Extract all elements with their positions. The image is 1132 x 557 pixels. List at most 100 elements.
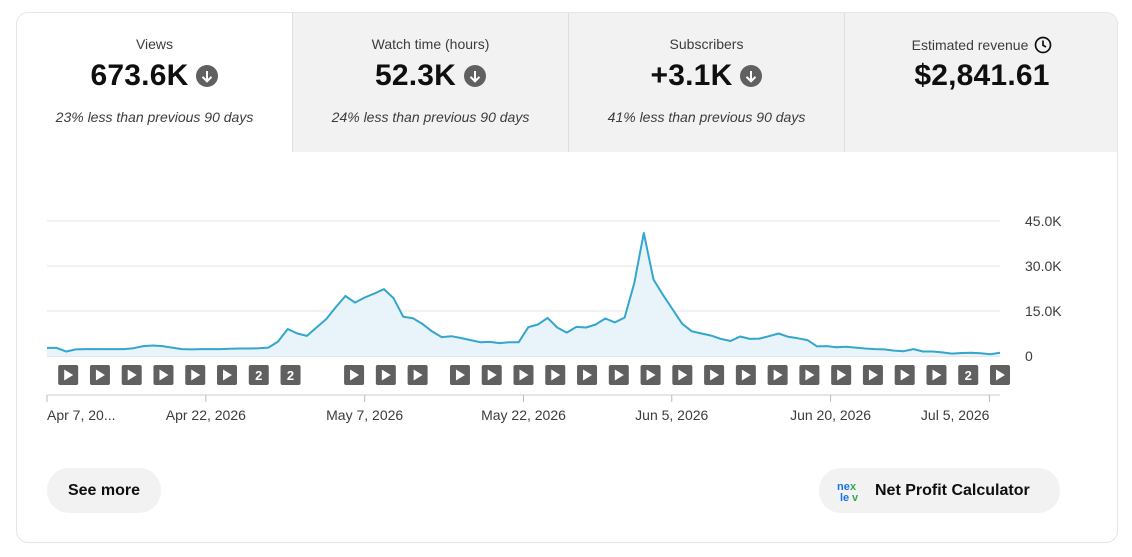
tab-views[interactable]: Views 673.6K 23% less than previous 90 d… <box>17 13 292 152</box>
play-icon <box>191 369 201 381</box>
tab-estimated-revenue[interactable]: Estimated revenue $2,841.61 <box>844 13 1117 152</box>
nexlev-logo-icon: ne x le v <box>837 479 865 504</box>
play-icon <box>381 369 391 381</box>
svg-text:v: v <box>852 492 859 503</box>
video-marker[interactable] <box>608 365 629 385</box>
svg-text:x: x <box>850 481 857 493</box>
play-icon <box>95 369 105 381</box>
marker-box <box>280 365 301 385</box>
video-count-marker[interactable]: 2 <box>248 365 269 385</box>
metric-subtitle: 23% less than previous 90 days <box>55 109 254 125</box>
marker-box <box>958 365 979 385</box>
marker-box <box>248 365 269 385</box>
video-marker[interactable] <box>577 365 598 385</box>
play-icon <box>741 369 751 381</box>
see-more-label: See more <box>67 481 141 499</box>
metric-value: +3.1K <box>569 59 844 93</box>
metric-title: Watch time (hours) <box>293 36 568 52</box>
video-marker[interactable] <box>672 365 693 385</box>
play-icon <box>646 369 656 381</box>
video-marker[interactable] <box>640 365 661 385</box>
svg-text:ne: ne <box>837 481 850 493</box>
metric-value-text: $2,841.61 <box>914 59 1050 92</box>
video-marker[interactable] <box>767 365 788 385</box>
video-marker[interactable] <box>735 365 756 385</box>
video-marker[interactable] <box>185 365 206 385</box>
video-marker[interactable] <box>121 365 142 385</box>
views-line <box>47 232 1001 356</box>
play-icon <box>350 369 360 381</box>
video-marker[interactable] <box>862 365 883 385</box>
metric-subtitle: 24% less than previous 90 days <box>331 109 530 125</box>
play-icon <box>710 369 720 381</box>
x-tick-label: May 7, 2026 <box>326 407 403 423</box>
play-icon <box>868 369 878 381</box>
video-marker[interactable] <box>831 365 852 385</box>
play-icon <box>127 369 137 381</box>
net-profit-calculator-button[interactable]: ne x le v Net Profit Calculator <box>819 468 1060 513</box>
metric-title-text: Subscribers <box>669 36 744 52</box>
metric-title: Views <box>17 36 292 52</box>
play-icon <box>805 369 815 381</box>
video-marker[interactable] <box>545 365 566 385</box>
play-icon <box>455 369 465 381</box>
svg-text:le: le <box>840 492 849 503</box>
video-count-marker[interactable]: 2 <box>280 365 301 385</box>
arrow-down-circle-icon <box>196 65 219 87</box>
video-marker[interactable] <box>407 365 428 385</box>
metric-value: 52.3K <box>293 59 568 93</box>
metric-title-text: Views <box>135 36 174 52</box>
video-count-marker[interactable]: 2 <box>958 365 979 385</box>
y-tick-label: 15.0K <box>1025 303 1062 319</box>
video-marker[interactable] <box>799 365 820 385</box>
net-profit-calculator-label: Net Profit Calculator <box>875 481 1030 499</box>
play-icon <box>551 369 561 381</box>
video-marker[interactable] <box>58 365 79 385</box>
video-marker[interactable] <box>481 365 502 385</box>
video-marker[interactable] <box>990 365 1010 385</box>
x-tick-label: Jul 5, 2026 <box>921 407 990 423</box>
y-tick-label: 0 <box>1025 348 1033 364</box>
play-icon <box>487 369 497 381</box>
metric-title: Estimated revenue <box>845 36 1117 54</box>
views-chart: 45.0K 30.0K 15.0K 0 2 2 2 Apr 7, 20... Apr 22, 2… <box>46 213 1062 423</box>
x-tick-label: Apr 22, 2026 <box>166 407 246 423</box>
play-icon <box>519 369 529 381</box>
video-marker[interactable] <box>449 365 470 385</box>
x-tick-label: May 22, 2026 <box>481 407 566 423</box>
analytics-card: Views 673.6K 23% less than previous 90 d… <box>16 12 1118 543</box>
marker-count-label: 2 <box>965 368 972 383</box>
play-icon <box>996 369 1005 381</box>
video-marker[interactable] <box>217 365 238 385</box>
arrow-down-circle-icon <box>740 65 763 87</box>
video-marker[interactable] <box>89 365 110 385</box>
marker-count-label: 2 <box>255 368 262 383</box>
play-icon <box>614 369 624 381</box>
play-icon <box>583 369 593 381</box>
y-tick-label: 45.0K <box>1025 213 1062 229</box>
metric-title: Subscribers <box>569 36 844 52</box>
play-icon <box>932 369 942 381</box>
marker-count-label: 2 <box>287 368 294 383</box>
metric-tabs: Views 673.6K 23% less than previous 90 d… <box>17 13 1117 152</box>
video-marker[interactable] <box>344 365 365 385</box>
video-marker[interactable] <box>926 365 947 385</box>
y-tick-label: 30.0K <box>1025 258 1062 274</box>
see-more-button[interactable]: See more <box>47 468 161 513</box>
play-icon <box>837 369 847 381</box>
tab-watch-time[interactable]: Watch time (hours) 52.3K 24% less than p… <box>292 13 568 152</box>
tab-subscribers[interactable]: Subscribers +3.1K 41% less than previous… <box>568 13 844 152</box>
play-icon <box>64 369 74 381</box>
clock-icon <box>1034 36 1052 54</box>
metric-value-text: +3.1K <box>650 59 733 92</box>
video-marker[interactable] <box>704 365 725 385</box>
play-icon <box>678 369 688 381</box>
play-icon <box>900 369 910 381</box>
x-tick-label: Jun 20, 2026 <box>790 407 871 423</box>
metric-title-text: Estimated revenue <box>911 37 1029 53</box>
video-marker[interactable] <box>513 365 534 385</box>
play-icon <box>413 369 423 381</box>
video-marker[interactable] <box>153 365 174 385</box>
video-marker[interactable] <box>375 365 396 385</box>
video-marker[interactable] <box>894 365 915 385</box>
